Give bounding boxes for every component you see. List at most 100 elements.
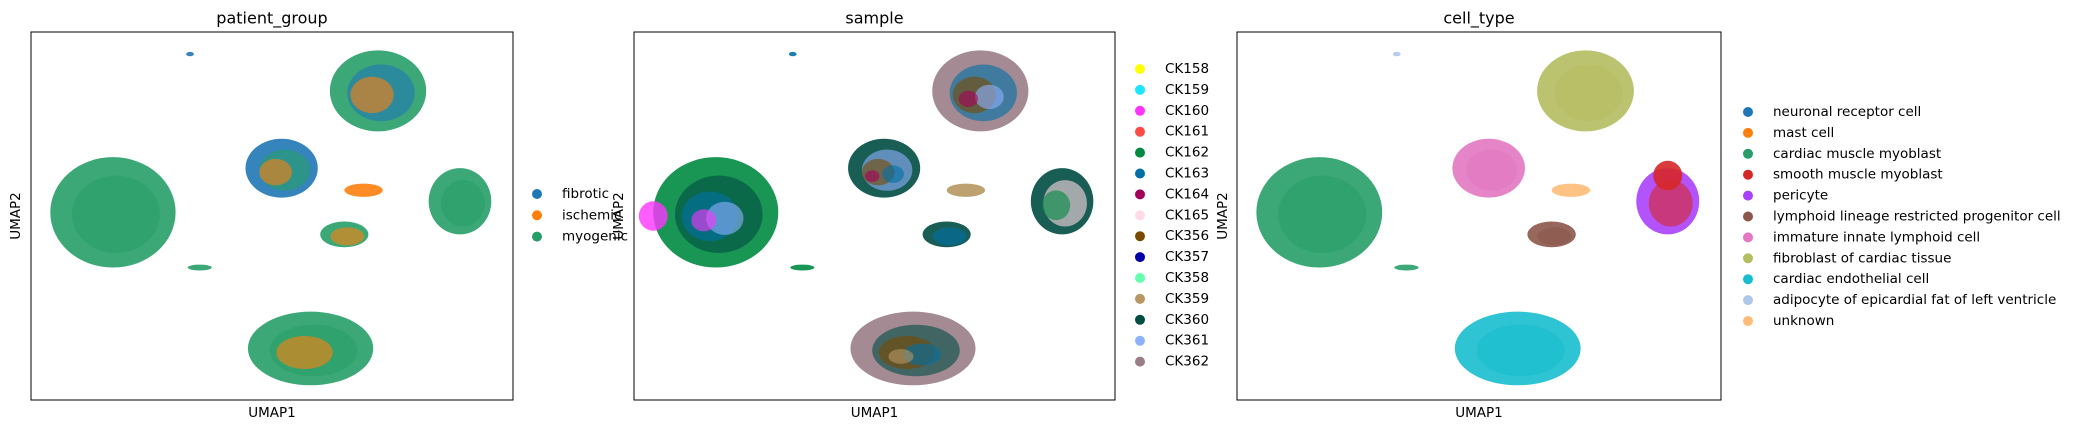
cluster [790,264,815,271]
panel-title: patient_group [216,9,327,29]
legend-label: adipocyte of epicardial fat of left vent… [1773,292,2056,308]
legend-label: fibrotic [562,186,609,202]
legend-label: CK360 [1165,312,1209,328]
cluster [1653,160,1683,191]
cluster [1648,180,1693,227]
cluster [186,51,194,57]
y-axis-label: UMAP2 [611,192,627,240]
legend-marker [1743,295,1753,306]
legend-label: CK359 [1165,291,1209,307]
cluster [932,227,967,246]
legend-label: CK163 [1165,166,1209,182]
cluster [187,264,212,271]
panel-title: sample [845,9,903,28]
legend-marker [1135,356,1145,367]
cluster [1394,264,1419,271]
cluster [1392,51,1401,57]
cluster [1551,183,1591,197]
legend-marker [1135,273,1145,283]
legend-marker [1743,316,1753,326]
y-axis-label: UMAP2 [1215,192,1231,240]
legend-label: CK362 [1165,354,1209,370]
cluster [788,51,797,57]
legend-marker [532,231,542,242]
cluster [706,201,744,235]
legend-marker [1135,147,1145,158]
legend-marker [1135,189,1145,200]
x-axis-label: UMAP1 [851,405,899,421]
cluster [259,158,292,186]
legend-label: CK158 [1165,61,1209,77]
legend-marker [1743,169,1753,180]
legend-label: mast cell [1773,125,1834,141]
legend-label: CK164 [1165,186,1209,202]
legend-label: CK161 [1165,124,1209,140]
legend-label: CK160 [1165,103,1209,119]
cluster [350,76,394,114]
cluster [1554,64,1623,122]
legend-label: pericyte [1773,188,1828,204]
cluster [344,183,383,197]
legend-label: lymphoid lineage restricted progenitor c… [1773,209,2061,225]
cluster [691,209,717,232]
legend-marker [1743,190,1753,201]
legend-marker [1135,314,1145,325]
legend-marker [1743,274,1753,285]
cluster [1537,227,1572,246]
legend-marker [1743,232,1753,243]
legend-label: unknown [1773,313,1834,329]
legend-marker [1743,127,1753,138]
x-axis-label: UMAP1 [248,405,296,421]
legend-marker [1743,253,1753,264]
cluster [1042,190,1071,221]
cluster [903,343,941,366]
legend-label: CK162 [1165,145,1209,161]
cluster [72,175,160,253]
panel: cell_type UMAP1 UMAP2 neuronal receptor cel… [1215,9,2061,422]
legend-label: fibroblast of cardiac tissue [1773,250,1951,266]
legend-marker [1135,105,1145,116]
legend-marker [1135,126,1145,137]
legend-label: CK165 [1165,207,1209,223]
legend-label: cardiac endothelial cell [1773,271,1929,287]
legend-marker [1135,168,1145,179]
legend-marker [1135,64,1145,74]
cluster [946,183,986,197]
cluster [1476,324,1565,377]
legend-marker [532,210,542,221]
legend-marker [532,189,542,199]
y-axis-label: UMAP2 [8,192,24,240]
legend-marker [1135,335,1145,346]
cluster [441,180,485,227]
legend-marker [1135,252,1145,263]
cluster [888,349,914,364]
cluster [882,165,904,183]
legend-label: CK361 [1165,333,1209,349]
panel-title: cell_type [1443,9,1514,29]
cluster [638,201,668,231]
legend-label: smooth muscle myoblast [1773,167,1943,183]
cluster [1466,149,1518,191]
cluster [864,170,880,183]
cluster [958,90,978,107]
legend-label: myogenic [562,229,628,245]
cluster [974,84,1004,110]
legend-label: CK358 [1165,270,1209,286]
legend-marker [1743,107,1753,117]
legend-label: CK356 [1165,228,1209,244]
legend-marker [1135,293,1145,304]
legend-marker [1135,210,1145,221]
legend-marker [1743,211,1753,222]
legend-label: immature innate lymphoid cell [1773,229,1980,245]
cluster [1278,175,1367,253]
legend-label: CK159 [1165,82,1209,98]
panel: sample UMAP1 UMAP2 CK158 CK159 CK160 CK161 CK16… [611,9,1209,422]
cluster [276,335,333,370]
cluster [330,227,365,246]
x-axis-label: UMAP1 [1455,405,1503,421]
legend-label: ischemic [562,207,621,223]
legend-label: cardiac muscle myoblast [1773,146,1941,162]
legend-label: CK357 [1165,249,1209,265]
